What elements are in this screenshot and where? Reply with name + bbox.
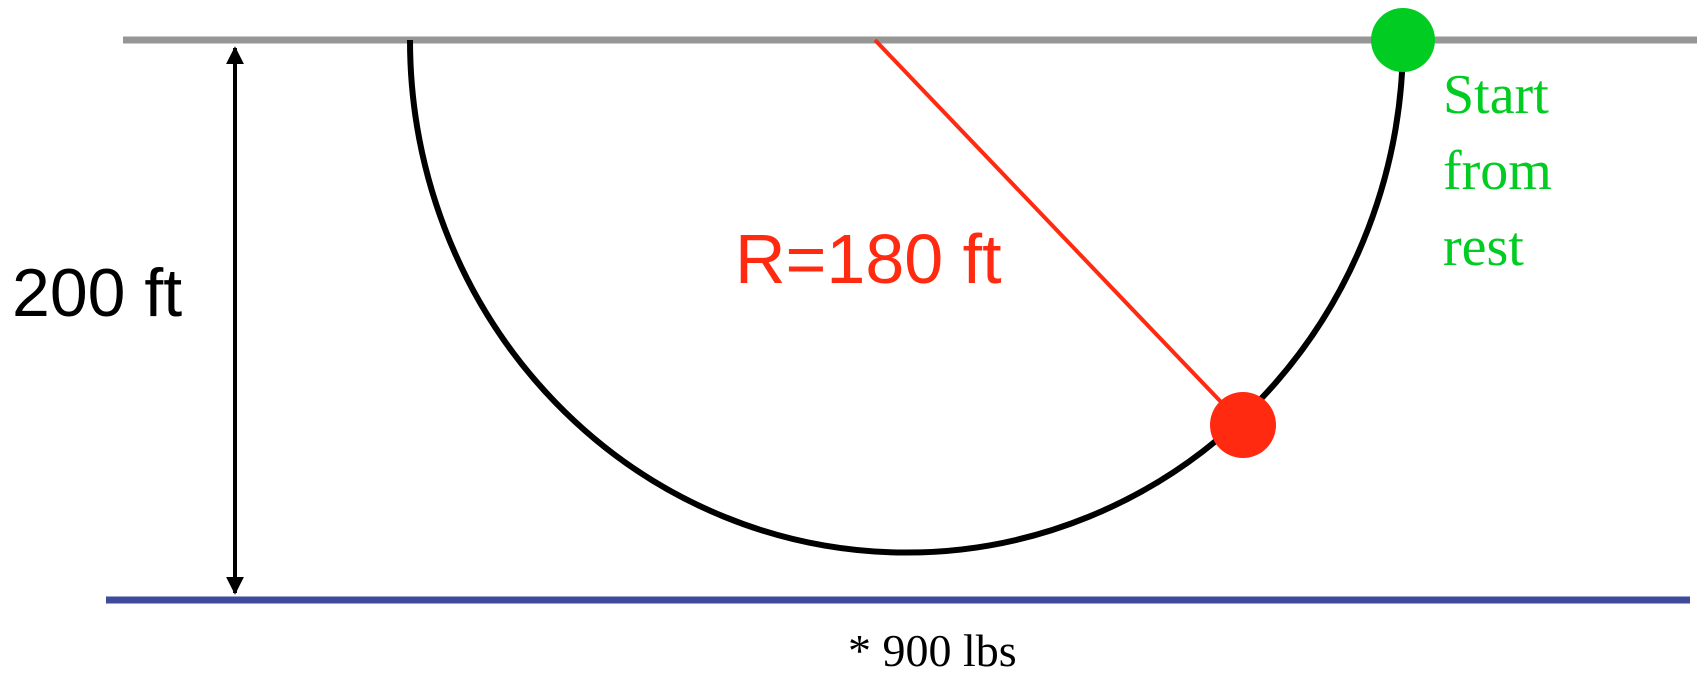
mass-label: * 900 lbs	[848, 625, 1017, 673]
semicircle-track	[407, 39, 1406, 556]
start-from-rest-label: Start from rest	[1443, 64, 1566, 278]
radius-line	[873, 38, 1245, 427]
start-ball	[1371, 8, 1435, 72]
radius-label: R=180 ft	[735, 220, 1002, 298]
height-label: 200 ft	[12, 255, 182, 331]
start-label-line-3: rest	[1443, 216, 1524, 278]
start-label-line-1: Start	[1443, 64, 1549, 126]
start-label-line-2: from	[1443, 140, 1552, 202]
moving-ball	[1210, 392, 1276, 458]
